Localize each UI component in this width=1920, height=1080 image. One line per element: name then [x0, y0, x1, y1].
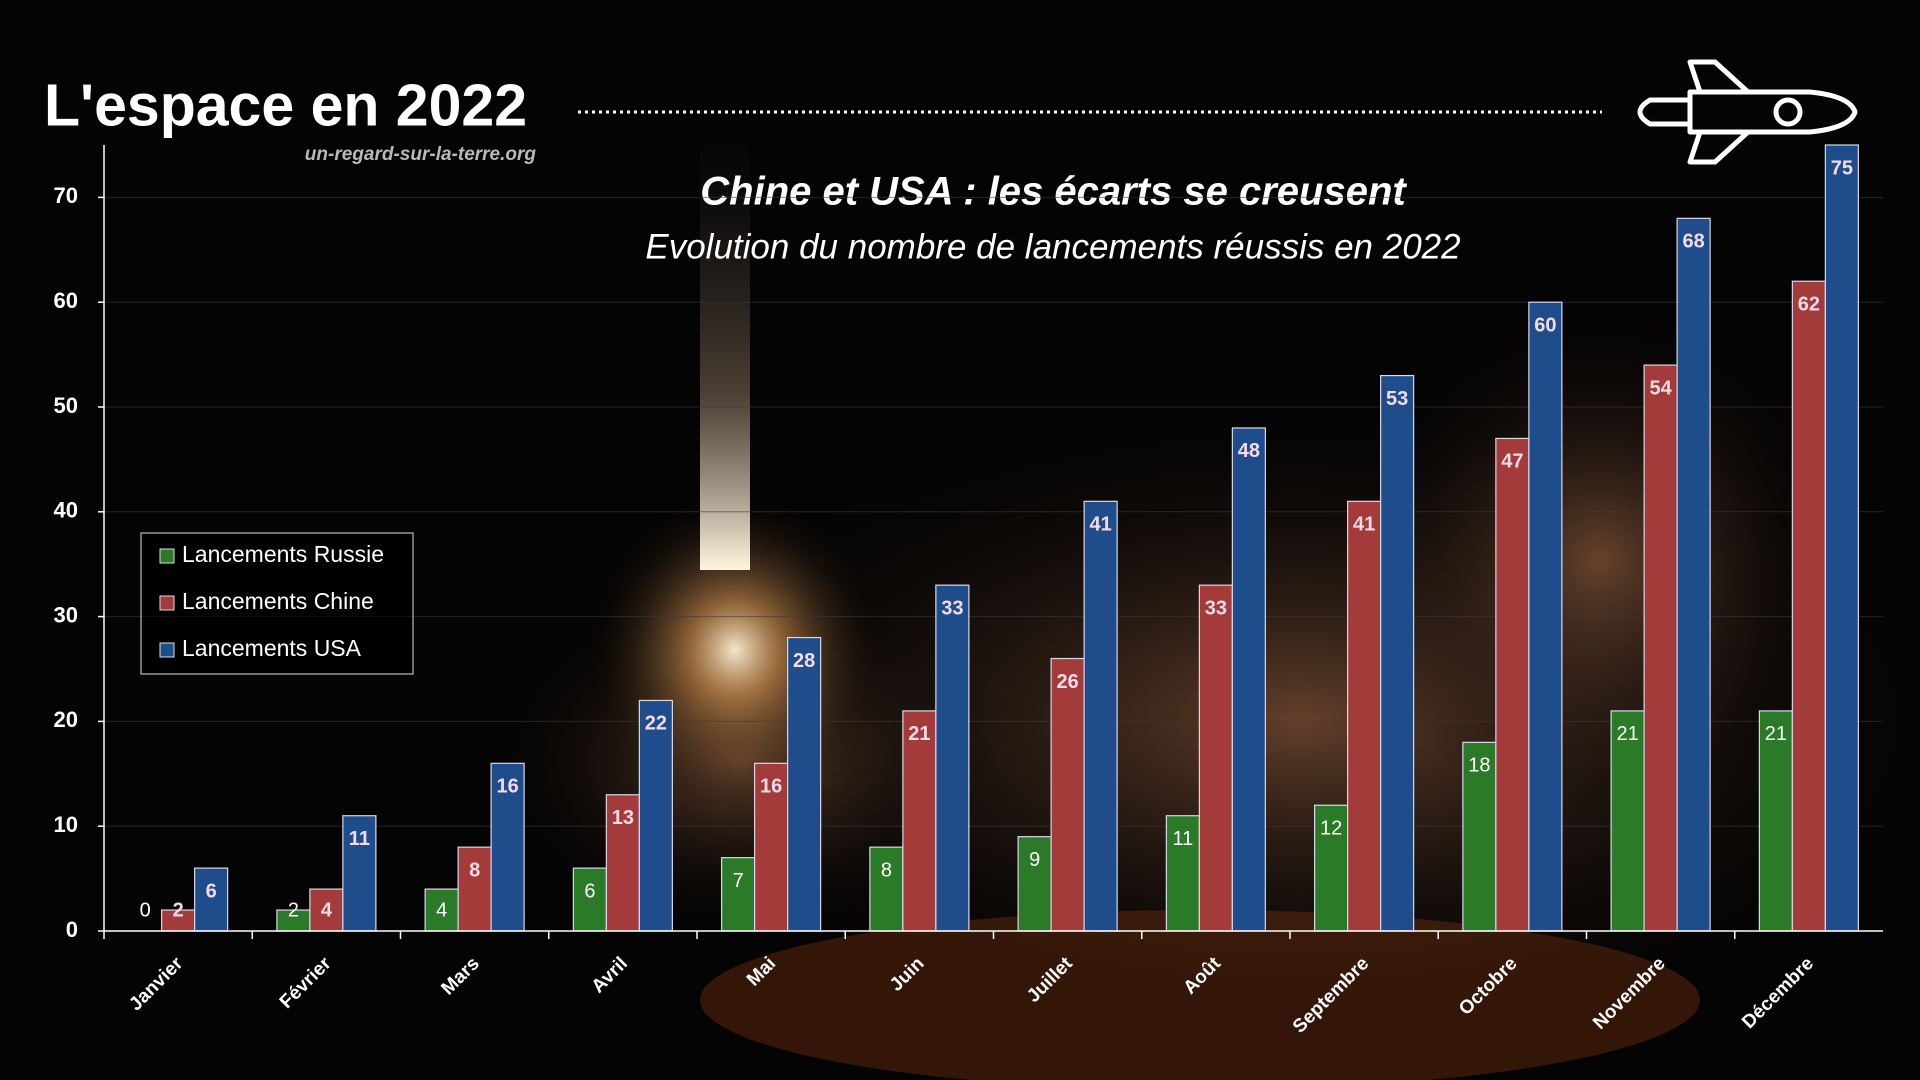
bar: [1347, 500, 1382, 932]
value-label: 75: [1831, 157, 1853, 179]
value-label: 12: [1320, 818, 1342, 840]
value-label: 11: [349, 828, 370, 850]
value-label: 7: [733, 870, 744, 892]
bar: [1017, 836, 1052, 932]
bar: [490, 762, 525, 932]
value-label: 9: [1029, 849, 1040, 871]
value-label: 48: [1238, 440, 1260, 462]
legend: Lancements Russie Lancements Chine Lanceme…: [140, 532, 414, 675]
bar: [1198, 584, 1233, 932]
legend-swatch: [159, 548, 175, 564]
value-label: 4: [436, 899, 447, 921]
value-label: 33: [941, 597, 963, 619]
chart-title: Chine et USA : les écarts se creusent: [700, 170, 1407, 214]
bar: [1643, 364, 1678, 932]
bar: [1083, 500, 1118, 932]
y-tick-label: 70: [54, 183, 78, 208]
y-tick-label: 20: [54, 707, 78, 732]
bar: [194, 867, 229, 932]
value-label: 4: [321, 899, 333, 921]
value-label: 41: [1090, 514, 1112, 536]
legend-label: Lancements USA: [182, 635, 362, 661]
value-label: 6: [206, 880, 217, 902]
bar: [1165, 815, 1200, 932]
value-label: 2: [288, 899, 299, 921]
value-label: 60: [1534, 314, 1556, 336]
legend-label: Lancements Chine: [182, 588, 374, 614]
bar: [424, 888, 459, 932]
value-label: 8: [881, 859, 892, 881]
chart-subtitle: Evolution du nombre de lancements réussi…: [645, 227, 1460, 266]
y-tick-label: 50: [54, 393, 78, 418]
value-label: 21: [1765, 723, 1787, 745]
value-label: 21: [908, 723, 930, 745]
bar: [1050, 657, 1085, 932]
value-label: 16: [497, 776, 519, 798]
bar: [754, 762, 789, 932]
bar: [935, 584, 970, 932]
y-tick-label: 10: [54, 812, 78, 837]
bar: [1676, 217, 1711, 932]
y-tick-label: 40: [54, 498, 78, 523]
value-label: 21: [1617, 723, 1639, 745]
value-label: 11: [1172, 828, 1193, 850]
value-label: 26: [1057, 671, 1079, 693]
bar: [721, 857, 756, 932]
bar: [1824, 144, 1859, 932]
value-label: 54: [1650, 377, 1673, 399]
bar: [1791, 280, 1826, 932]
value-label: 2: [173, 899, 184, 921]
page-title: L'espace en 2022: [44, 73, 527, 139]
value-label: 62: [1798, 294, 1820, 316]
bar: [1495, 437, 1530, 932]
legend-swatch: [159, 642, 175, 658]
value-label: 41: [1353, 514, 1375, 536]
bar: [1380, 374, 1415, 932]
value-label: 13: [612, 807, 634, 829]
bar: [1528, 301, 1563, 932]
site-name: un-regard-sur-la-terre.org: [305, 144, 537, 165]
bar: [342, 815, 377, 932]
y-tick-label: 0: [66, 917, 78, 942]
legend-label: Lancements Russie: [182, 541, 384, 567]
legend-box: [140, 532, 414, 675]
bar: [787, 636, 822, 932]
bar: [1231, 427, 1266, 932]
bar: [638, 699, 673, 932]
bar: [309, 888, 344, 932]
value-label: 16: [760, 776, 782, 798]
value-label: 47: [1501, 451, 1523, 473]
value-label: 8: [469, 859, 480, 881]
rocket-icon: [1637, 59, 1858, 165]
value-label: 53: [1386, 388, 1408, 410]
value-label: 33: [1205, 597, 1227, 619]
bar: [1314, 804, 1349, 932]
y-tick-label: 60: [54, 288, 78, 313]
value-label: 22: [645, 713, 667, 735]
value-label: 0: [140, 899, 151, 921]
value-label: 18: [1468, 755, 1490, 777]
value-label: 68: [1683, 231, 1705, 253]
value-label: 6: [584, 880, 595, 902]
legend-swatch: [159, 595, 175, 611]
y-tick-label: 30: [54, 602, 78, 627]
value-label: 28: [793, 650, 815, 672]
